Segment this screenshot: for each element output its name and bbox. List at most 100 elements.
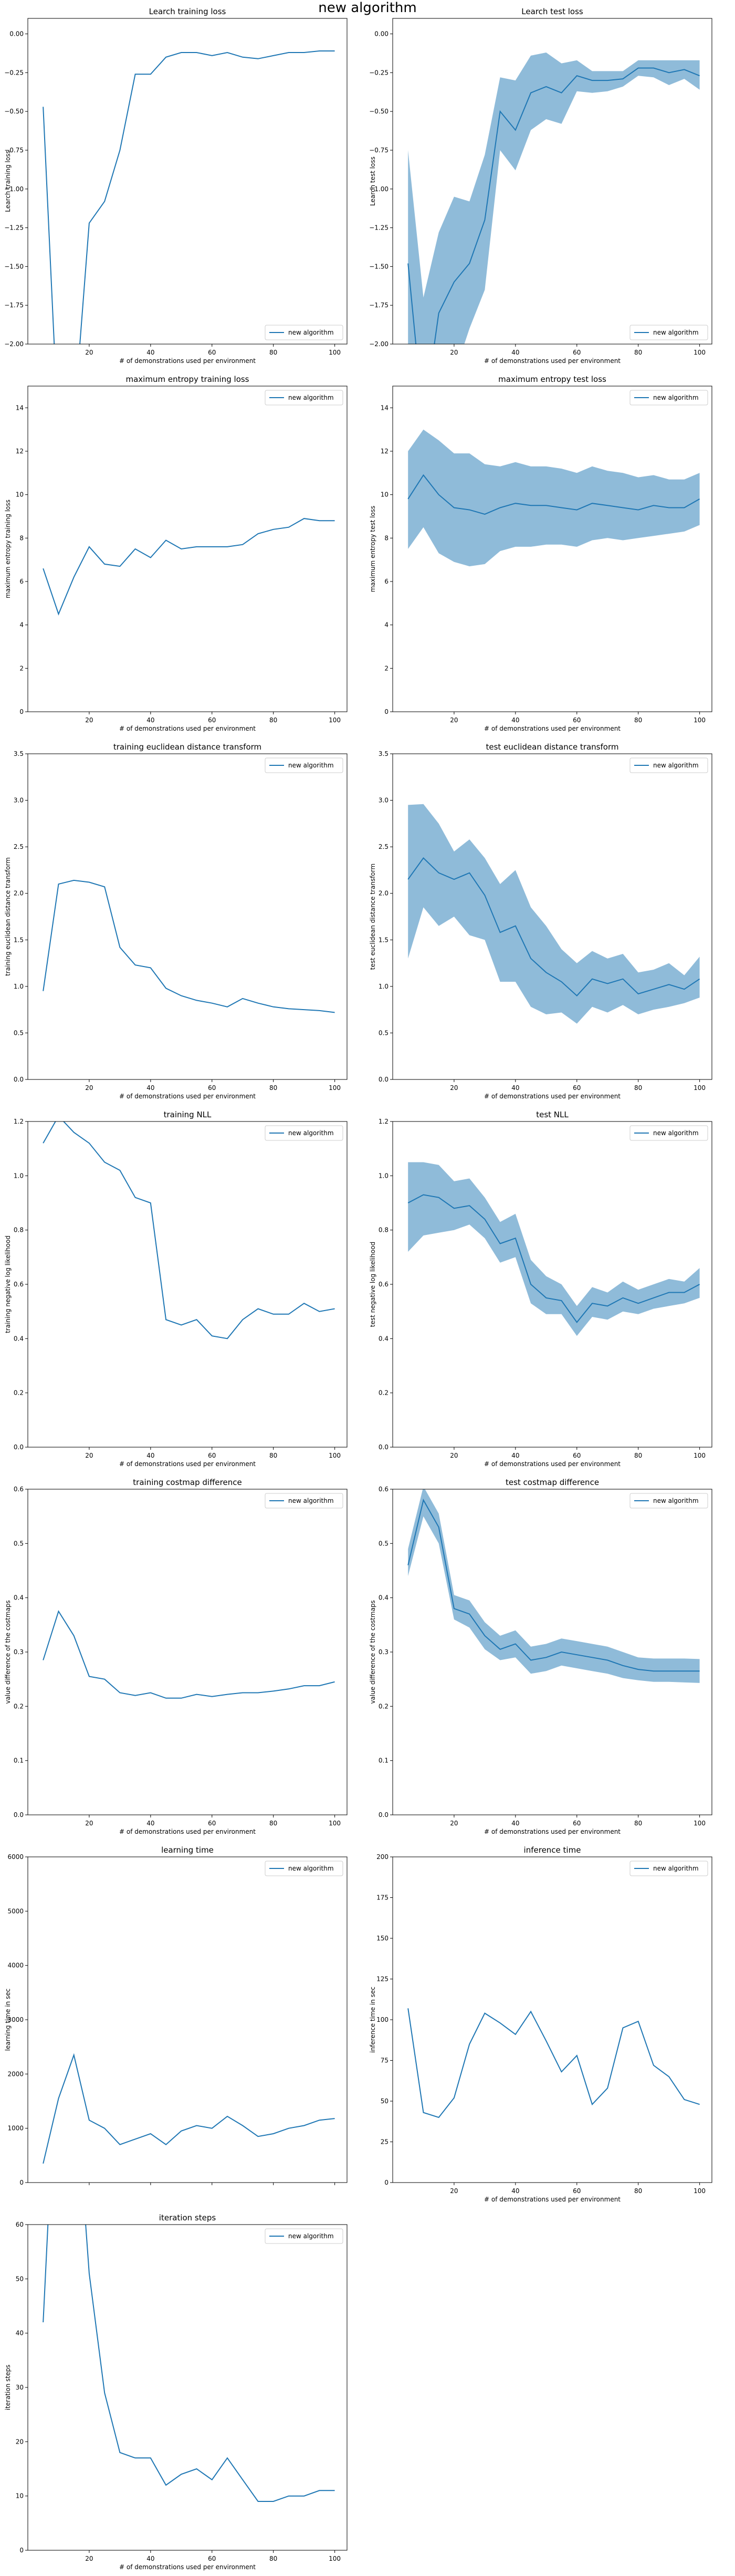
y-tick-label: 0.0 xyxy=(379,1811,388,1819)
confidence-band xyxy=(408,429,700,567)
series-line xyxy=(43,1121,335,1339)
y-tick-label: −0.50 xyxy=(4,108,24,115)
legend-label: new algorithm xyxy=(653,762,699,769)
y-tick-label: 125 xyxy=(376,1976,388,1983)
x-tick-label: 20 xyxy=(450,2187,458,2195)
x-tick-label: 100 xyxy=(694,1452,706,1459)
legend-label: new algorithm xyxy=(288,2232,334,2240)
legend: new algorithm xyxy=(265,390,343,406)
chart-panel: 20 40 60 80 100 0 25 50 75 100 125 150 175 200 inferen… xyxy=(369,1845,712,2203)
x-tick-label: 80 xyxy=(269,1820,277,1827)
y-tick-label: 200 xyxy=(376,1853,388,1861)
legend-label: new algorithm xyxy=(288,1497,334,1504)
chart-panel: 20 40 60 80 100 −2.00 −1.75 −1.50 −1.25 −1.00 −0.7… xyxy=(4,7,348,365)
y-axis-label: Learch test loss xyxy=(369,157,376,206)
x-tick-label: 80 xyxy=(269,2555,277,2562)
plot-area xyxy=(28,754,347,1079)
y-tick-label: 2 xyxy=(384,664,388,672)
y-tick-label: 0.3 xyxy=(14,1648,24,1656)
y-tick-label: 0.8 xyxy=(379,1227,388,1234)
x-axis-label: # of demonstrations used per environment xyxy=(119,357,256,365)
chart-panel: 20 40 60 80 100 0.0 0.1 0.2 0.3 0.4 0.5 0.6 test cos… xyxy=(369,1478,712,1835)
y-tick-label: 1.0 xyxy=(379,983,388,990)
x-tick-label: 60 xyxy=(573,1084,581,1092)
y-tick-label: 50 xyxy=(16,2275,24,2282)
y-tick-label: 0.5 xyxy=(379,1029,388,1036)
confidence-band xyxy=(408,804,700,1024)
plot-area xyxy=(28,1489,347,1815)
y-tick-label: 10 xyxy=(381,491,388,498)
y-tick-label: 0.00 xyxy=(9,30,24,38)
x-axis-label: # of demonstrations used per environment xyxy=(484,357,621,365)
chart-title: test euclidean distance transform xyxy=(486,742,619,752)
plot-area xyxy=(28,2225,347,2550)
x-tick-label: 60 xyxy=(208,1820,216,1827)
y-tick-label: 0.0 xyxy=(14,1076,24,1083)
y-axis-label: value difference of the costmaps xyxy=(369,1600,376,1704)
y-tick-label: 40 xyxy=(16,2330,24,2337)
legend: new algorithm xyxy=(265,325,343,340)
chart-panel: 20 40 60 80 100 0.0 0.2 0.4 0.6 0.8 1.0 1.2 training… xyxy=(4,1110,348,1468)
y-tick-label: 2 xyxy=(19,664,24,672)
x-tick-label: 80 xyxy=(269,1084,277,1092)
y-tick-label: −0.50 xyxy=(369,108,388,115)
y-tick-label: 0.2 xyxy=(14,1702,24,1710)
y-tick-label: −1.00 xyxy=(369,185,388,193)
x-axis-label: # of demonstrations used per environment xyxy=(484,725,621,732)
x-tick-label: 60 xyxy=(208,349,216,356)
y-tick-label: −1.25 xyxy=(4,224,24,232)
x-tick-label: 60 xyxy=(208,1084,216,1092)
legend: new algorithm xyxy=(629,325,708,340)
chart-title: maximum entropy test loss xyxy=(498,375,606,384)
y-tick-label: 1.5 xyxy=(14,936,24,943)
chart-title: test costmap difference xyxy=(506,1478,599,1487)
chart-title: Learch training loss xyxy=(149,7,226,16)
y-axis-label: maximum entropy training loss xyxy=(4,500,12,598)
chart-title: inference time xyxy=(524,1845,581,1855)
x-tick-label: 40 xyxy=(511,1820,519,1827)
x-tick-label: 100 xyxy=(329,349,341,356)
y-tick-label: 0.4 xyxy=(14,1335,24,1342)
y-tick-label: 14 xyxy=(16,404,24,411)
chart-title: training costmap difference xyxy=(133,1478,242,1487)
plot-area xyxy=(28,1121,347,1447)
x-axis-label: # of demonstrations used per environment xyxy=(484,1460,621,1468)
chart-title: iteration steps xyxy=(159,2213,216,2222)
y-tick-label: 6000 xyxy=(7,1853,24,1861)
legend: new algorithm xyxy=(629,390,708,406)
legend-label: new algorithm xyxy=(653,394,699,401)
axes-frame xyxy=(27,18,348,345)
y-tick-label: 1.0 xyxy=(379,1172,388,1179)
legend-label: new algorithm xyxy=(288,394,334,401)
legend-label: new algorithm xyxy=(653,1865,699,1872)
y-tick-label: 4 xyxy=(19,621,24,629)
x-tick-label: 60 xyxy=(208,1452,216,1459)
y-tick-label: 30 xyxy=(16,2384,24,2391)
y-tick-label: 0.2 xyxy=(379,1389,388,1397)
y-tick-label: 0 xyxy=(19,708,24,715)
y-tick-label: 0.1 xyxy=(14,1757,24,1764)
series-line xyxy=(43,2225,335,2502)
chart-panel: 20 40 60 80 100 0 2 4 6 8 10 12 14 maximum entropy te… xyxy=(369,375,712,732)
x-tick-label: 80 xyxy=(634,716,642,724)
x-tick-label: 100 xyxy=(329,2555,341,2562)
y-tick-label: −1.50 xyxy=(369,263,388,270)
y-tick-label: 0.6 xyxy=(14,1486,24,1493)
y-tick-label: −1.25 xyxy=(369,224,388,232)
confidence-band xyxy=(408,53,700,344)
legend-label: new algorithm xyxy=(653,329,699,336)
legend: new algorithm xyxy=(265,1493,343,1509)
x-tick-label: 100 xyxy=(329,716,341,724)
y-tick-label: 3.5 xyxy=(14,750,24,757)
legend-label: new algorithm xyxy=(288,1865,334,1872)
legend: new algorithm xyxy=(629,757,708,773)
y-tick-label: 3.0 xyxy=(379,797,388,804)
y-tick-label: 60 xyxy=(16,2221,24,2228)
y-tick-label: 0.5 xyxy=(14,1540,24,1547)
y-tick-label: 5000 xyxy=(7,1907,24,1915)
x-tick-label: 80 xyxy=(269,716,277,724)
x-tick-label: 40 xyxy=(146,2555,154,2562)
x-tick-label: 40 xyxy=(511,716,519,724)
x-tick-label: 20 xyxy=(450,349,458,356)
